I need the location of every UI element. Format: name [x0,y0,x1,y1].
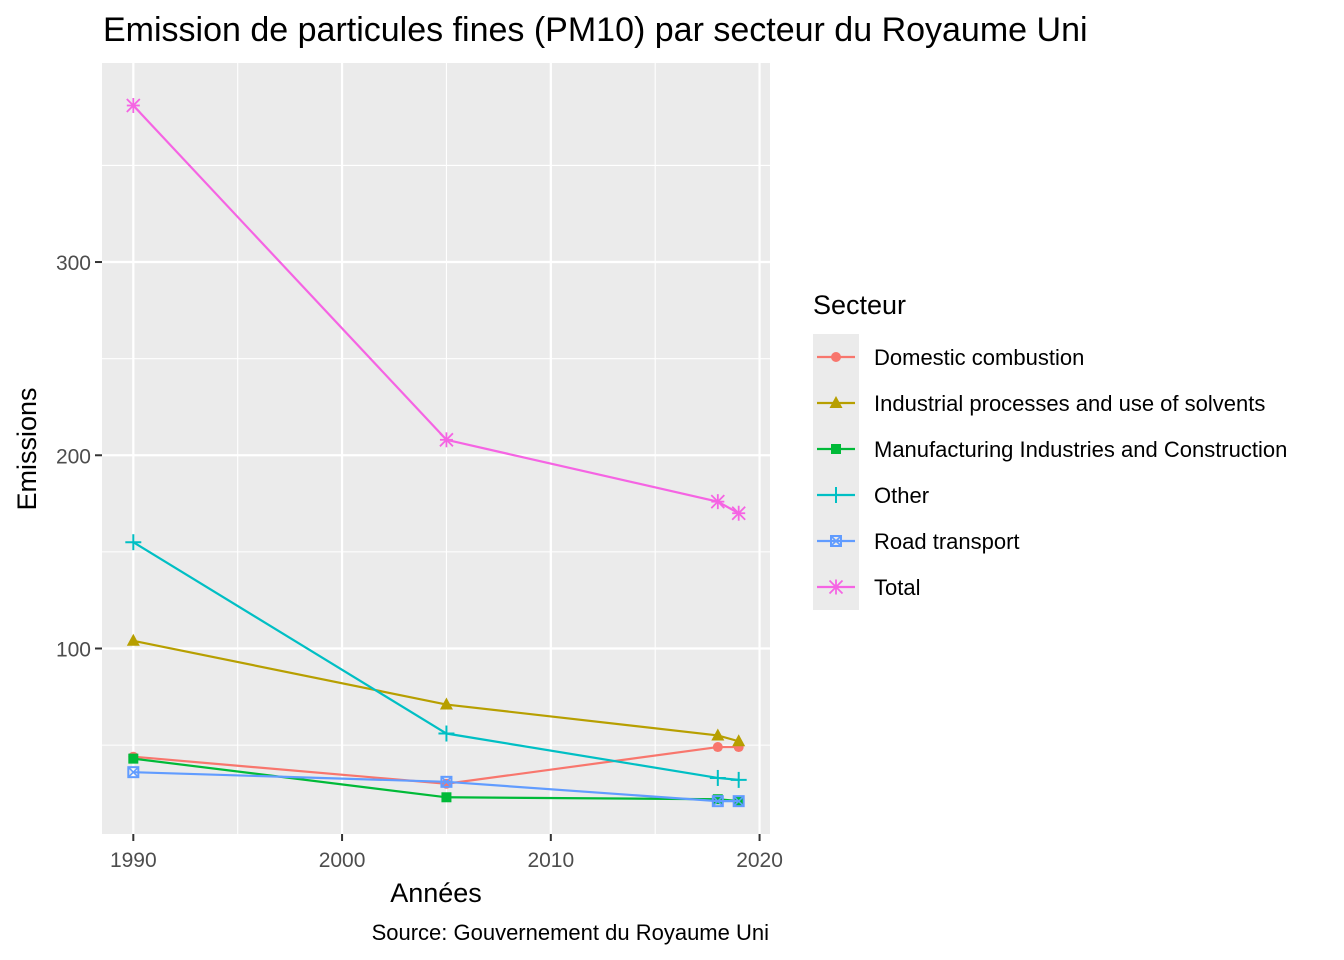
legend-items: Domestic combustion Industrial processes … [817,345,1287,600]
data-point [439,697,453,710]
legend: Secteur Domestic combustion Industrial pr… [813,290,1287,610]
data-point [438,725,455,742]
x-tick-label: 1990 [110,849,157,872]
legend-item: Domestic combustion [817,345,1084,370]
data-point [732,795,745,808]
x-axis-title: Années [390,878,482,908]
data-point [730,771,747,788]
series-line [132,541,739,781]
legend-item: Road transport [817,529,1020,554]
data-point [711,795,724,808]
data-point [439,432,454,448]
legend-item: Total [817,575,920,600]
data-point [712,794,723,805]
series-4 [127,766,745,808]
legend-label: Total [874,575,920,600]
data-point [127,766,140,779]
series-line [133,745,739,785]
data-point [732,734,746,747]
x-tick-label: 2010 [527,849,574,872]
legend-label: Road transport [874,529,1020,554]
legend-label: Domestic combustion [874,345,1084,370]
legend-key-marker [831,352,841,362]
legend-item: Manufacturing Industries and Constructio… [817,437,1287,462]
legend-key-marker [828,487,844,503]
data-point [125,534,142,551]
series-3 [125,534,747,788]
legend-label: Other [874,483,929,508]
data-point [711,728,725,741]
data-point [440,775,453,788]
y-tick-label: 100 [56,638,91,661]
data-point [710,494,725,510]
x-tick-label: 2000 [319,849,366,872]
data-point [126,633,140,646]
data-point [731,505,746,521]
y-tick-label: 300 [56,252,91,275]
legend-item: Other [817,483,929,508]
series-line [132,104,740,515]
legend-key-marker [830,535,842,547]
series-5 [126,98,746,521]
legend-item: Industrial processes and use of solvents [817,391,1265,416]
legend-label: Industrial processes and use of solvents [874,391,1265,416]
chart-title: Emission de particules fines (PM10) par … [103,11,1088,49]
legend-key-marker [828,579,844,595]
y-tick-label: 200 [56,445,91,468]
x-axis: 1990 2000 2010 2020 [110,834,783,872]
legend-key-marker [831,444,841,454]
data-point [128,753,139,764]
series-line [133,771,739,803]
data-point [709,769,726,786]
series-line [133,639,739,743]
y-axis: 100 200 300 [56,252,102,661]
y-axis-title: Emissions [12,387,42,510]
data-point [441,792,452,803]
data-point [126,98,141,114]
chart-caption: Source: Gouvernement du Royaume Uni [372,920,769,945]
legend-key-marker [829,396,843,408]
legend-label: Manufacturing Industries and Constructio… [874,437,1287,462]
grid-minor [102,63,770,834]
legend-title: Secteur [813,290,906,320]
x-tick-label: 2020 [736,849,783,872]
grid-major [102,63,770,834]
series-layer [125,98,747,808]
data-point [712,742,723,753]
series-1 [126,633,746,747]
legend-key-background [813,334,859,610]
